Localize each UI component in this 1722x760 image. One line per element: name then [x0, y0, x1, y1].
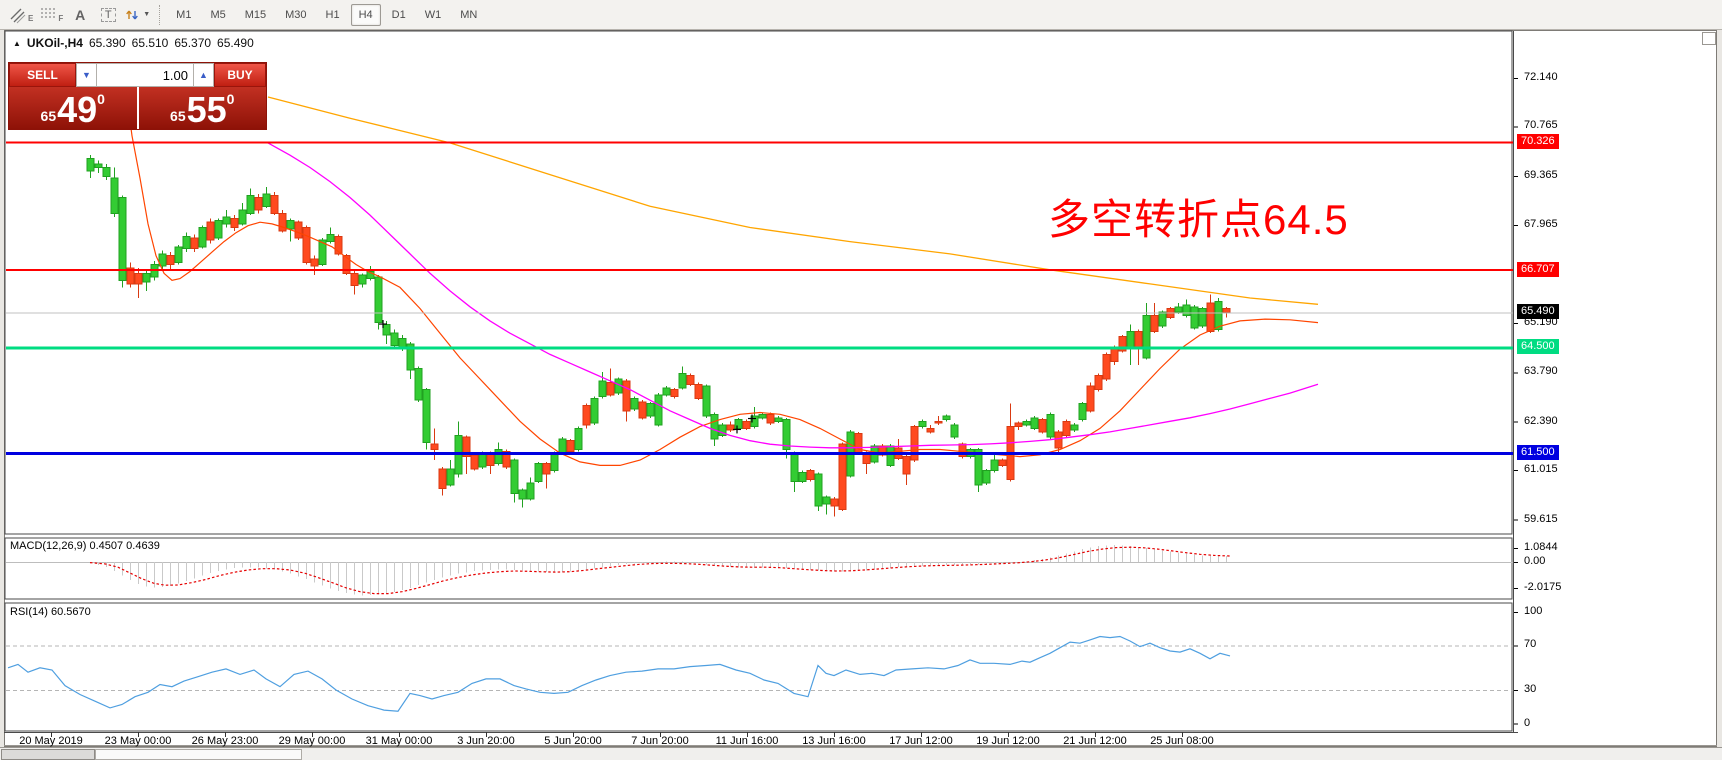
rsi-tick-label: 0 [1524, 716, 1531, 729]
rsi-tick-label: 30 [1524, 683, 1537, 696]
timeframe-button-H4[interactable]: H4 [350, 3, 381, 26]
fibonacci-icon[interactable]: F [38, 3, 64, 27]
price-tick-label: 59.615 [1524, 512, 1558, 525]
timeframe-button-M5[interactable]: M5 [210, 8, 226, 21]
bid-superscript: 0 [97, 91, 105, 107]
sell-button[interactable]: SELL [9, 63, 76, 87]
timeframe-button-D1[interactable]: D1 [391, 8, 406, 21]
text-box-tool-icon[interactable]: T [96, 3, 120, 27]
tool-sub-label: F [58, 14, 64, 23]
chart-title: ▲ UKOil-,H4 65.390 65.510 65.370 65.490 [13, 36, 254, 50]
chart-canvas[interactable] [4, 30, 1717, 746]
low-value: 65.370 [174, 36, 212, 50]
price-tick-label: 70.765 [1524, 119, 1558, 132]
text-box-glyph: T [100, 7, 116, 22]
date-tick-label: 25 Jun 08:00 [1150, 735, 1214, 747]
date-tick-label: 21 Jun 12:00 [1063, 735, 1127, 747]
dropdown-caret-icon: ▼ [143, 11, 151, 18]
scrollbar-thumb[interactable] [95, 749, 302, 760]
price-level-label: 61.500 [1517, 445, 1559, 461]
open-value: 65.390 [88, 36, 126, 50]
timeframe-button-M30[interactable]: M30 [285, 8, 307, 21]
timeframe-row: M1 M5 M15 M30 H1 H4 D1 W1 MN [168, 3, 488, 26]
toolbar-separator [159, 4, 161, 25]
timeframe-button-W1[interactable]: W1 [424, 8, 442, 21]
date-tick-label: 11 Jun 16:00 [715, 735, 779, 747]
ask-prefix: 65 [170, 108, 186, 124]
date-tick-label: 31 May 00:00 [365, 735, 433, 747]
equidistant-channel-icon[interactable]: E [8, 3, 34, 27]
date-tick-label: 13 Jun 16:00 [802, 735, 866, 747]
bid-quote-button[interactable]: 65 49 0 [9, 87, 137, 129]
tool-sub-label: E [28, 14, 34, 23]
arrows-tool-icon[interactable]: ▼ [124, 3, 151, 27]
rsi-tick-label: 100 [1524, 605, 1543, 617]
horizontal-scrollbar[interactable] [0, 747, 1722, 760]
date-tick-label: 7 Jun 20:00 [631, 735, 689, 747]
volume-increase-button[interactable]: ▲ [193, 63, 214, 87]
price-tick-label: 69.365 [1524, 168, 1558, 181]
macd-tick-label: 0.00 [1524, 555, 1546, 567]
price-tick-label: 67.965 [1524, 218, 1558, 231]
date-tick-label: 17 Jun 12:00 [889, 735, 953, 747]
timeframe-button-H1[interactable]: H1 [325, 8, 340, 21]
text-tool-icon[interactable]: A [75, 6, 86, 23]
date-tick-label: 20 May 2019 [19, 735, 83, 747]
price-level-label: 64.500 [1517, 339, 1559, 355]
rsi-label: RSI(14) 60.5670 [10, 606, 91, 618]
ask-quote-button[interactable]: 65 55 0 [138, 87, 266, 131]
ask-big-digits: 55 [186, 89, 227, 131]
timeframe-button-MN[interactable]: MN [460, 8, 478, 21]
collapse-triangle-icon[interactable]: ▲ [13, 38, 21, 48]
macd-tick-label: -2.0175 [1524, 581, 1562, 594]
macd-tick-label: 1.0844 [1524, 541, 1558, 553]
date-tick-label: 19 Jun 12:00 [976, 735, 1040, 747]
symbol-label: UKOil-,H4 [26, 36, 83, 50]
timeframe-button-M15[interactable]: M15 [244, 8, 267, 21]
chart-text-annotation: 多空转折点64.5 [1048, 196, 1349, 243]
price-level-label: 65.490 [1517, 304, 1559, 320]
price-tick-label: 72.140 [1524, 71, 1558, 83]
scrollbar-segment[interactable] [1, 749, 95, 760]
macd-label: MACD(12,26,9) 0.4507 0.4639 [10, 540, 160, 552]
chart-corner-box[interactable] [1702, 32, 1716, 45]
buy-button[interactable]: BUY [214, 63, 266, 87]
date-tick-label: 26 May 23:00 [191, 735, 259, 747]
price-level-label: 70.326 [1517, 133, 1559, 149]
price-tick-label: 61.015 [1524, 463, 1558, 476]
date-tick-label: 23 May 00:00 [104, 735, 172, 747]
close-value: 65.490 [217, 36, 254, 50]
date-tick-label: 3 Jun 20:00 [457, 735, 515, 747]
timeframe-button-M1[interactable]: M1 [176, 8, 192, 21]
price-tick-label: 62.390 [1524, 414, 1558, 427]
high-value: 65.510 [131, 36, 169, 50]
volume-decrease-button[interactable]: ▼ [76, 63, 97, 87]
volume-input[interactable] [97, 63, 193, 87]
ask-superscript: 0 [226, 91, 235, 107]
date-tick-label: 29 May 00:00 [278, 735, 346, 747]
price-level-label: 66.707 [1517, 261, 1559, 277]
bid-prefix: 65 [40, 108, 57, 124]
price-tick-label: 63.790 [1524, 365, 1558, 378]
bid-big-digits: 49 [57, 89, 98, 131]
rsi-tick-label: 70 [1524, 638, 1537, 651]
top-toolbar: E F A T ▼ M1 M5 M15 M30 H1 H4 D1 W1 MN [0, 0, 1722, 30]
one-click-trade-panel: SELL ▼ ▲ BUY 65 49 0 65 55 0 [8, 62, 267, 130]
date-tick-label: 5 Jun 20:00 [544, 735, 602, 747]
